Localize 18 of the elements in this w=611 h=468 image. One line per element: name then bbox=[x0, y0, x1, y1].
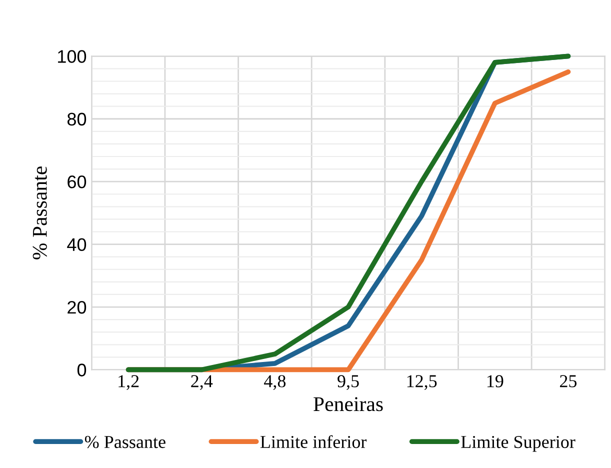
x-axis-title: Peneiras bbox=[314, 397, 383, 412]
x-tick-label: 1,2 bbox=[118, 375, 139, 390]
y-tick-label: 60 bbox=[68, 176, 86, 188]
x-tick-label: 9,5 bbox=[338, 375, 359, 390]
y-axis-title: % Passante bbox=[32, 166, 47, 260]
legend-label: Limite Superior bbox=[461, 436, 576, 452]
y-tick-label: 40 bbox=[67, 238, 86, 252]
x-tick-label: 4,8 bbox=[264, 375, 286, 390]
y-tick-label: 0 bbox=[77, 364, 86, 376]
y-tick-label: 20 bbox=[68, 300, 86, 314]
y-tick-label: 80 bbox=[67, 112, 86, 126]
x-tick-label: 2,4 bbox=[191, 375, 213, 390]
legend-label: Limite inferior bbox=[260, 435, 367, 448]
x-tick-label: 25 bbox=[560, 375, 577, 388]
y-tick-label: 100 bbox=[58, 50, 86, 63]
legend-label: % Passante bbox=[84, 436, 166, 448]
x-tick-label: 12,5 bbox=[407, 375, 437, 390]
x-tick-label: 19 bbox=[487, 375, 504, 388]
